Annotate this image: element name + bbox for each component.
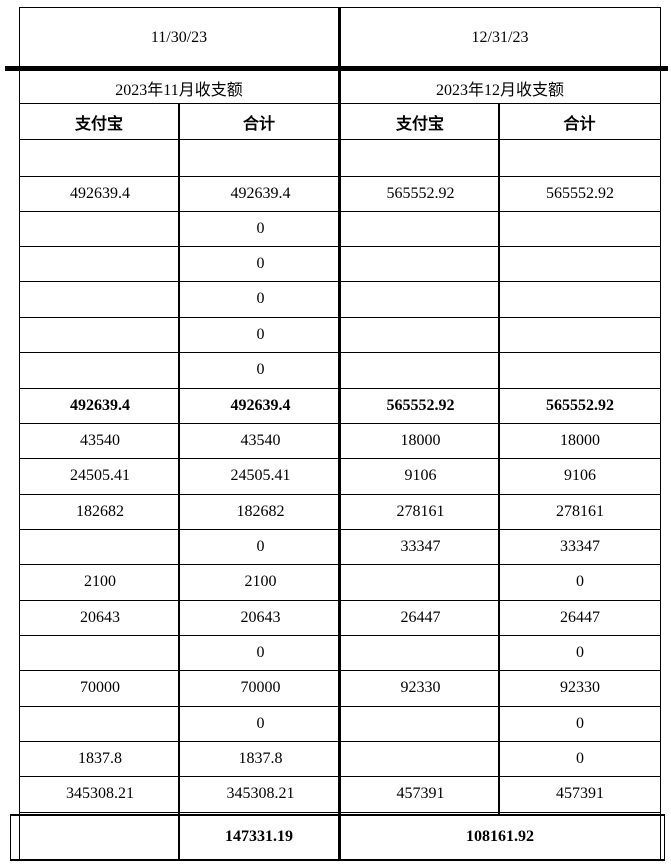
table-cell	[341, 635, 500, 670]
table-cell	[500, 317, 660, 352]
grid-line	[10, 814, 11, 861]
grid-line	[10, 859, 665, 861]
grid-line	[10, 814, 665, 816]
table-cell: 457391	[396, 785, 445, 802]
table-cell: 9106	[404, 467, 437, 484]
table-cell: 1837.8	[78, 749, 122, 767]
table-cell: 492639.4	[70, 396, 130, 414]
grid-line	[5, 66, 668, 71]
table-cell: 0	[256, 254, 265, 272]
date-header-dec: 12/31/23	[471, 29, 529, 46]
grid-line	[338, 7, 341, 860]
table-cell: 70000	[80, 679, 120, 696]
table-cell: 20643	[240, 608, 281, 626]
table-cell: 9106	[564, 467, 596, 484]
table-cell: 20643	[80, 608, 120, 626]
table-cell	[341, 211, 500, 246]
table-cell	[20, 281, 180, 317]
table-cell: 457391	[556, 785, 604, 802]
table-cell	[341, 140, 500, 176]
table-cell: 43540	[80, 431, 120, 449]
table-cell: 0	[576, 643, 584, 661]
table-cell: 345308.21	[226, 785, 295, 802]
total-nov: 147331.19	[225, 828, 293, 845]
table-cell	[500, 352, 660, 388]
table-cell: 492639.4	[230, 184, 291, 202]
grid-line	[498, 104, 500, 814]
table-cell: 0	[256, 361, 265, 378]
table-cell: 43540	[240, 431, 281, 449]
table-cell	[500, 211, 660, 246]
grid-line	[660, 7, 661, 860]
table-cell: 24505.41	[70, 467, 130, 484]
table-cell: 565552.92	[546, 396, 614, 414]
table-cell: 0	[256, 537, 265, 555]
table-cell	[20, 529, 180, 564]
table-cell	[20, 140, 180, 176]
table-cell: 345308.21	[66, 785, 134, 802]
column-header-total-nov: 合计	[242, 114, 275, 133]
table-cell: 18000	[400, 431, 441, 449]
grid-line	[178, 104, 180, 814]
column-header-alipay-nov: 支付宝	[74, 114, 123, 133]
table-cell	[341, 317, 500, 352]
table-cell	[341, 564, 500, 600]
column-header-alipay-dec: 支付宝	[395, 114, 444, 133]
table-cell: 92330	[400, 679, 441, 696]
table-cell	[341, 706, 500, 741]
table-cell	[500, 246, 660, 281]
table-cell	[20, 635, 180, 670]
table-cell: 278161	[556, 502, 604, 520]
table-cell: 182682	[236, 502, 285, 520]
table-cell: 33347	[560, 537, 600, 555]
table-cell: 0	[256, 643, 265, 661]
table-cell: 26447	[560, 608, 600, 626]
table-cell: 0	[576, 749, 584, 767]
table-cell	[341, 352, 500, 388]
table-cell: 2100	[244, 573, 277, 590]
table-cell	[20, 211, 180, 246]
table-cell	[500, 140, 660, 176]
table-cell: 492639.4	[70, 184, 130, 202]
table-cell: 24505.41	[230, 467, 291, 484]
table-cell	[341, 246, 500, 281]
table-cell: 92330	[560, 679, 600, 696]
table-cell	[20, 706, 180, 741]
table-cell: 0	[256, 714, 265, 732]
table-cell: 565552.92	[546, 184, 614, 202]
date-header-nov: 11/30/23	[150, 29, 208, 46]
table-cell: 0	[576, 714, 584, 732]
table-cell	[20, 246, 180, 281]
period-title-dec: 2023年12月收支额	[435, 82, 564, 99]
table-cell	[20, 317, 180, 352]
table-cell	[180, 140, 341, 176]
grid-line	[664, 814, 665, 861]
table-cell: 0	[256, 325, 265, 343]
table-cell: 0	[256, 290, 265, 307]
table-cell	[341, 741, 500, 776]
grid-line	[178, 814, 180, 860]
table-cell: 0	[576, 573, 584, 590]
table-cell: 1837.8	[238, 749, 283, 767]
total-dec: 108161.92	[466, 828, 534, 845]
table-cell	[500, 281, 660, 317]
column-header-total-dec: 合计	[563, 114, 596, 133]
table-cell	[20, 352, 180, 388]
table-cell: 70000	[240, 679, 281, 696]
table-cell: 26447	[400, 608, 441, 626]
table-cell: 565552.92	[386, 396, 455, 414]
table-cell: 565552.92	[386, 184, 455, 202]
table-cell: 492639.4	[230, 396, 291, 414]
table-cell: 0	[256, 219, 265, 237]
grid-line	[19, 7, 20, 860]
table-cell: 33347	[400, 537, 441, 555]
table-cell: 2100	[84, 573, 116, 590]
table-cell: 278161	[396, 502, 445, 520]
table-cell: 182682	[76, 502, 124, 520]
table-cell	[341, 281, 500, 317]
table-cell: 18000	[560, 431, 600, 449]
period-title-nov: 2023年11月收支额	[115, 82, 243, 99]
